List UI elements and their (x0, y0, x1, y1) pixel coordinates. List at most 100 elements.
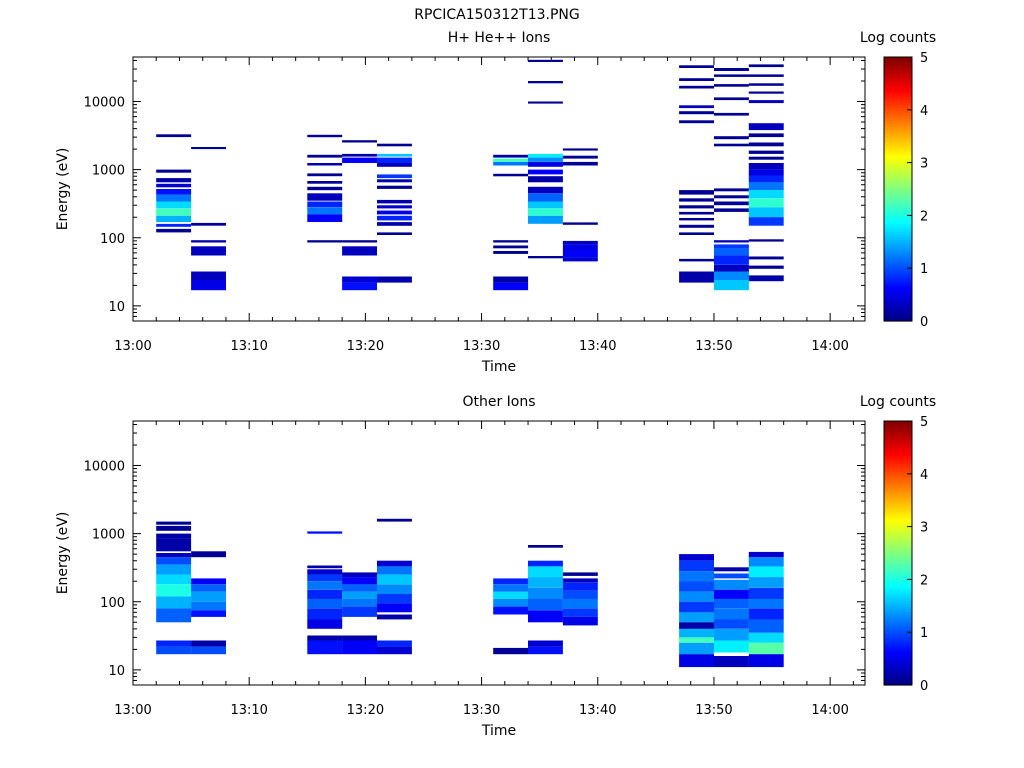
colorbar-segment (884, 265, 912, 269)
heatmap-cell (748, 632, 784, 643)
colorbar-segment (884, 260, 912, 264)
colorbar-segment (884, 545, 912, 549)
heatmap-cell (748, 217, 784, 226)
heatmap-cell (562, 590, 598, 599)
colorbar-segment (884, 611, 912, 615)
heatmap-cell (342, 240, 377, 243)
heatmap-cell (714, 619, 749, 629)
heatmap-cell (156, 525, 192, 531)
colorbar-segment (884, 650, 912, 654)
heatmap-cell (748, 566, 784, 578)
colorbar-segment (884, 144, 912, 148)
heatmap-cell (493, 598, 529, 607)
heatmap-cell (342, 606, 377, 617)
heatmap-cell (377, 205, 412, 209)
heatmap-cell (748, 608, 784, 620)
heatmap-cell (307, 635, 343, 641)
colorbar-tick-label: 2 (920, 573, 928, 588)
heatmap-cell (528, 208, 563, 216)
heatmap-cell (493, 276, 529, 283)
colorbar-segment (884, 57, 912, 61)
colorbar-segment (884, 568, 912, 573)
y-tick-label: 100 (100, 232, 125, 247)
colorbar-segment (884, 576, 912, 580)
heatmap-cell (714, 208, 749, 212)
heatmap-cell (342, 591, 377, 599)
colorbar-segment (884, 96, 912, 100)
heatmap-cell (493, 161, 529, 166)
heatmap-cell (679, 85, 714, 89)
heatmap-cell (307, 608, 343, 620)
colorbar-segment (884, 302, 912, 306)
heatmap-cell (679, 258, 714, 262)
colorbar-segment (884, 619, 912, 623)
heatmap-cell (377, 584, 412, 594)
colorbar-segment (884, 669, 912, 673)
colorbar-segment (884, 579, 912, 583)
x-tick-label: 13:30 (463, 703, 500, 718)
heatmap-cell (714, 598, 749, 609)
colorbar-tick-label: 3 (920, 157, 928, 172)
colorbar-segment (884, 159, 912, 164)
heatmap-cell (307, 214, 343, 222)
heatmap-cell (493, 154, 529, 158)
heatmap-cell (377, 143, 412, 147)
colorbar-segment (884, 249, 912, 253)
heatmap-cell (342, 282, 377, 291)
heatmap-cell (156, 178, 192, 183)
heatmap-cell (377, 210, 412, 215)
heatmap-cell (748, 169, 784, 176)
heatmap-cell (156, 215, 192, 223)
heatmap-cell (748, 163, 784, 170)
heatmap-cell (191, 147, 226, 150)
colorbar-segment (884, 605, 912, 610)
colorbar-segment (884, 125, 912, 129)
heatmap-cell (191, 246, 226, 256)
colorbar-segment (884, 613, 912, 617)
colorbar-segment (884, 178, 912, 182)
colorbar-segment (884, 130, 912, 135)
heatmap-cell (156, 553, 192, 558)
heatmap-cell (307, 581, 343, 590)
colorbar-segment (884, 563, 912, 567)
heatmap-cell (748, 557, 784, 567)
colorbar-segment (884, 473, 912, 478)
x-tick-label: 13:20 (347, 703, 384, 718)
colorbar-segment (884, 181, 912, 185)
heatmap-cell (679, 224, 714, 228)
heatmap-cell (191, 584, 226, 592)
heatmap-cell (679, 654, 714, 668)
heatmap-cell (307, 186, 343, 191)
colorbar-segment (884, 597, 912, 602)
colorbar-segment (884, 202, 912, 206)
colorbar-segment (884, 231, 912, 235)
heatmap-cell (377, 614, 412, 620)
colorbar-segment (884, 679, 912, 683)
plot-frame (132, 420, 866, 686)
heatmap-cell (679, 560, 714, 572)
colorbar-segment (884, 204, 912, 209)
x-axis-label: Time (481, 723, 516, 739)
colorbar-segment (884, 154, 912, 158)
heatmap-cell (377, 646, 412, 655)
heatmap-cell (679, 205, 714, 209)
colorbar-segment (884, 273, 912, 277)
colorbar-segment (884, 450, 912, 454)
heatmap-cell (307, 569, 343, 575)
heatmap-cell (748, 83, 784, 86)
heatmap-cell (377, 566, 412, 575)
y-tick-label: 1000 (92, 164, 125, 179)
colorbar-segment (884, 421, 912, 425)
colorbar-segment (884, 112, 912, 116)
colorbar-tick-label: 0 (920, 679, 928, 694)
colorbar-segment (884, 447, 912, 451)
colorbar-segment (884, 537, 912, 541)
colorbar-segment (884, 476, 912, 480)
colorbar-segment (884, 262, 912, 267)
heatmap-cell (714, 97, 749, 101)
colorbar-segment (884, 78, 912, 82)
colorbar-segment (884, 526, 912, 530)
heatmap-cell (562, 257, 598, 262)
heatmap-cell (679, 271, 714, 277)
heatmap-cell (714, 608, 749, 620)
